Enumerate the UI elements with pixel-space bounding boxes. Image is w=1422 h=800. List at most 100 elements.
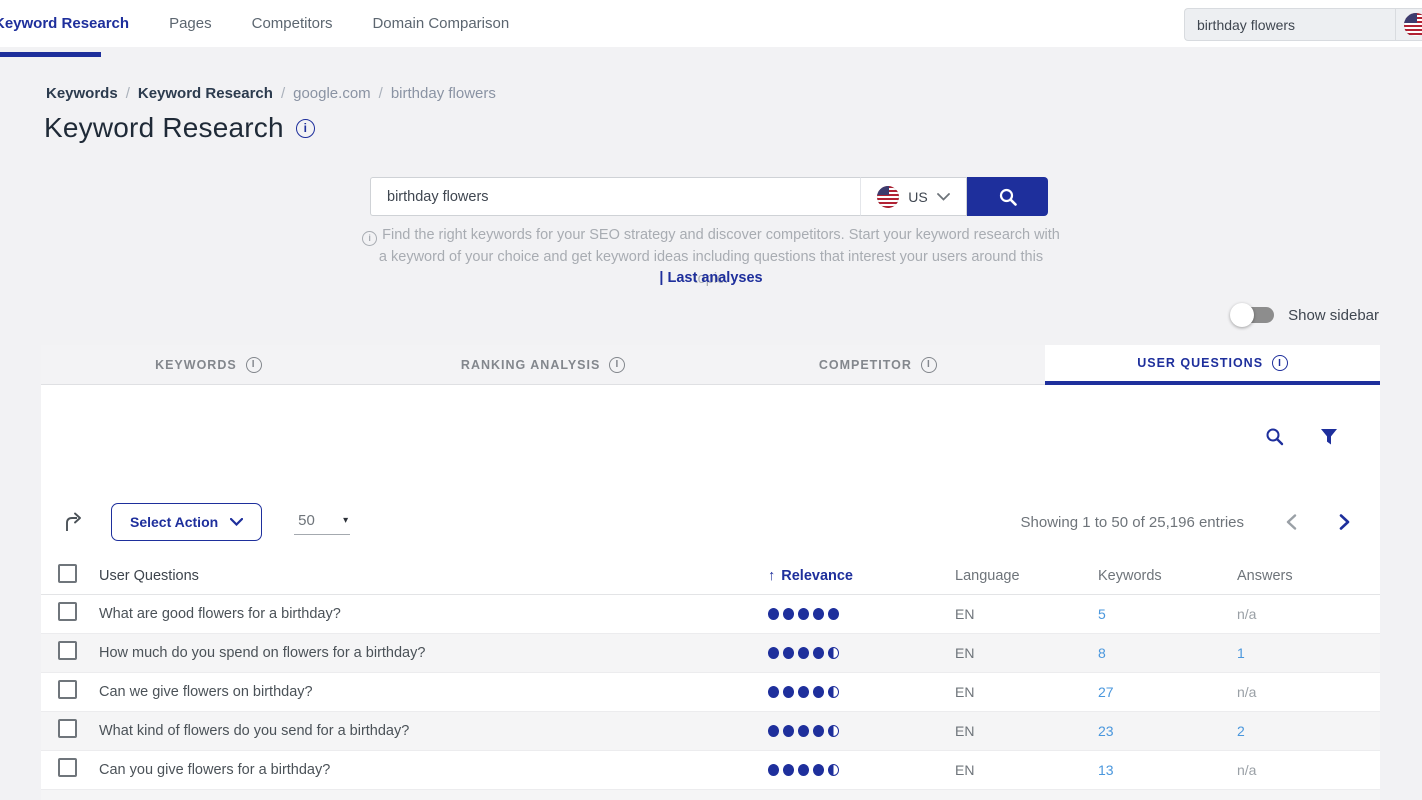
table-search-icon[interactable] [1265,427,1284,446]
us-flag-icon [877,185,900,208]
language-value: EN [955,606,975,622]
column-header-keywords[interactable]: Keywords [1098,567,1162,584]
table-row[interactable]: What kind of flowers do you send for a b… [41,712,1380,751]
column-header-relevance[interactable]: ↑ Relevance [768,567,853,584]
relevance-dots [768,764,955,776]
caret-down-icon: ▾ [343,514,349,526]
toggle-knob [1230,303,1255,327]
info-icon[interactable]: i [245,356,262,373]
info-icon[interactable]: i [1272,355,1289,371]
relevance-dot [798,608,809,620]
export-arrow-icon [66,512,81,531]
relevance-dot [798,725,809,737]
relevance-dot [768,725,779,737]
table-row[interactable]: Can we give flowers on birthday? EN 27 n… [41,673,1380,712]
row-checkbox[interactable] [58,758,77,777]
answers-value[interactable]: 1 [1237,645,1245,661]
row-checkbox[interactable] [58,602,77,621]
table-row[interactable]: How much do you spend on flowers for a b… [41,634,1380,673]
relevance-dots [768,686,955,698]
language-value: EN [955,723,975,739]
breadcrumb-keyword: birthday flowers [390,85,496,102]
country-select[interactable]: US [860,177,967,216]
title-info-icon[interactable]: i [295,118,315,138]
search-button[interactable] [967,177,1048,216]
language-value: EN [955,645,975,661]
keyword-search-input[interactable] [370,177,860,216]
keywords-link[interactable]: 5 [1098,606,1106,622]
relevance-dot [813,764,824,776]
nav-search-input[interactable]: birthday flowers [1184,8,1395,41]
relevance-dot [798,686,809,698]
nav-item-keyword-research[interactable]: Keyword Research [0,15,130,32]
answers-value[interactable]: 2 [1237,723,1245,739]
sort-asc-icon: ↑ [768,567,776,584]
breadcrumb-keywords[interactable]: Keywords [46,85,118,102]
country-code: US [908,188,928,205]
relevance-dot [768,608,779,620]
tab-user-questions[interactable]: User Questions i [1045,345,1380,385]
table-header: User Questions ↑ Relevance Language Keywo… [41,557,1380,595]
chevron-right-icon [1339,514,1350,530]
relevance-dot [768,686,779,698]
table-toolbar: Select Action 50 ▾ Showing 1 to 50 of 25… [63,503,1350,541]
column-header-answers[interactable]: Answers [1237,567,1293,584]
relevance-dot [828,686,839,698]
relevance-dot [798,647,809,659]
filter-icon[interactable] [1320,428,1338,446]
breadcrumb-separator: / [378,85,383,102]
info-icon[interactable]: i [609,356,626,373]
export-button[interactable] [63,512,84,532]
show-sidebar-label: Show sidebar [1288,306,1379,324]
select-action-button[interactable]: Select Action [111,503,263,541]
tab-ranking-analysis[interactable]: Ranking Analysis i [375,345,711,385]
relevance-dot [768,764,779,776]
keywords-link[interactable]: 8 [1098,645,1106,661]
us-flag-icon [1404,12,1422,37]
tab-competitor[interactable]: Competitor i [710,345,1046,385]
nav-items: Keyword Research Pages Competitors Domai… [0,0,529,47]
keywords-link[interactable]: 13 [1098,762,1114,778]
select-all-checkbox[interactable] [58,563,77,583]
page-size-select[interactable]: 50 ▾ [294,510,351,535]
keywords-link[interactable]: 27 [1098,684,1114,700]
row-checkbox[interactable] [58,641,77,660]
column-header-user-questions[interactable]: User Questions [99,567,199,584]
table-row[interactable]: What are good flowers for a birthday? EN… [41,595,1380,634]
tab-keywords[interactable]: Keywords i [41,345,376,385]
question-text: What kind of flowers do you send for a b… [99,723,410,739]
showing-entries-text: Showing 1 to 50 of 25,196 entries [1020,513,1245,531]
user-questions-table: User Questions ↑ Relevance Language Keywo… [41,557,1380,800]
keywords-link[interactable]: 23 [1098,723,1114,739]
prev-page-button[interactable] [1286,514,1297,530]
breadcrumb-domain[interactable]: google.com [293,85,371,102]
relevance-dot [768,647,779,659]
relevance-dot [813,686,824,698]
column-header-language[interactable]: Language [955,567,1020,584]
search-icon [999,188,1017,206]
table-row[interactable]: Can you give flowers for a birthday? EN … [41,751,1380,790]
tab-label: Competitor [818,357,912,372]
show-sidebar-toggle[interactable] [1230,303,1275,327]
nav-item-pages[interactable]: Pages [169,15,212,32]
info-icon: i [362,230,378,246]
row-checkbox[interactable] [58,680,77,699]
tab-label: User Questions [1137,356,1264,370]
nav-item-competitors[interactable]: Competitors [251,15,333,32]
next-row-partial [41,790,1380,800]
relevance-dots [768,725,955,737]
nav-country-select[interactable] [1396,8,1422,41]
breadcrumb-keyword-research[interactable]: Keyword Research [137,85,273,102]
keyword-search-bar: US [370,177,1048,216]
info-icon[interactable]: i [920,356,937,373]
last-analyses-link[interactable]: | Last analyses [659,270,763,286]
nav-search: birthday flowers [1184,8,1422,41]
relevance-dot [783,725,794,737]
table-body: What are good flowers for a birthday? EN… [41,595,1380,790]
language-value: EN [955,684,975,700]
row-checkbox[interactable] [58,719,77,738]
nav-item-domain-comparison[interactable]: Domain Comparison [372,15,510,32]
next-page-button[interactable] [1339,514,1350,530]
relevance-dot [813,725,824,737]
results-panel: Keywords i Ranking Analysis i Competitor… [41,345,1380,800]
